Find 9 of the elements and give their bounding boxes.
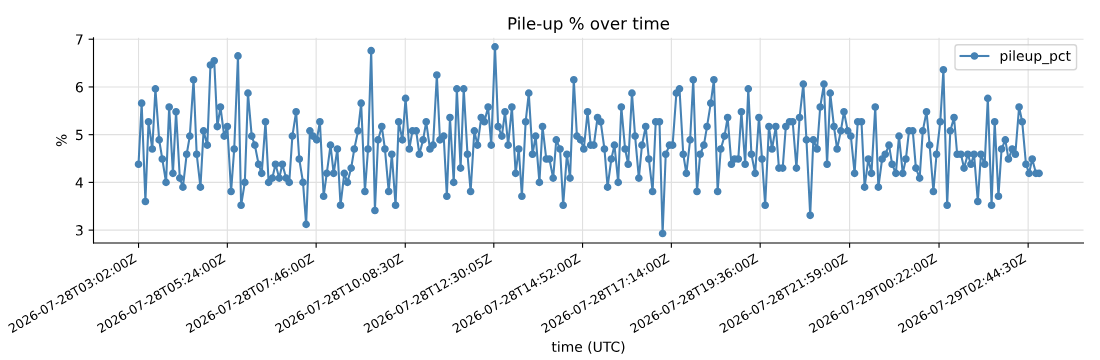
y-tick-label: 5 — [76, 129, 83, 141]
y-axis-title: % — [56, 134, 67, 147]
chart-title: Pile-up % over time — [508, 16, 670, 33]
y-tick-label: 4 — [75, 177, 83, 188]
y-tick-label: 7 — [76, 34, 83, 45]
x-axis-title: time (UTC) — [551, 341, 625, 354]
legend-label: pileup_pct — [1000, 50, 1071, 65]
y-tick-label: 3 — [76, 225, 83, 236]
y-tick-label: 6 — [75, 81, 83, 93]
